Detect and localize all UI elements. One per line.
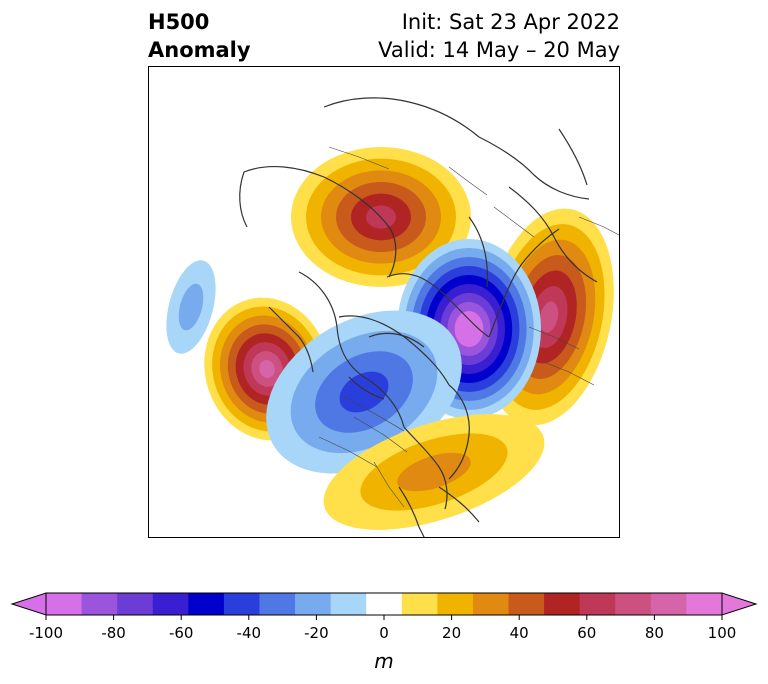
colorbar-cell: [366, 593, 403, 615]
west-pacific-ridge-contour: [259, 360, 275, 378]
title-right: Init: Sat 23 Apr 2022 Valid: 14 May – 20…: [378, 8, 620, 64]
colorbar-tick-label: -60: [169, 624, 194, 642]
north-pacific-trough: [166, 260, 216, 354]
colorbar-tick-label: 100: [708, 624, 737, 642]
colorbar-unit: m: [374, 649, 393, 673]
anomaly-fills: [166, 147, 614, 530]
colorbar-tick-label: -20: [304, 624, 329, 642]
title-variable: H500: [148, 10, 210, 34]
colorbar-tick-label: -80: [101, 624, 126, 642]
map-panel: [148, 66, 620, 538]
colorbar-tick-label: 80: [645, 624, 664, 642]
greenland-trough-contour: [461, 320, 477, 338]
colorbar-cell: [437, 593, 474, 615]
colorbar-cell: [330, 593, 367, 615]
init-date: Init: Sat 23 Apr 2022: [401, 10, 620, 34]
colorbar-extend-low: [10, 592, 47, 616]
colorbar-cell: [508, 593, 545, 615]
valid-range: Valid: 14 May – 20 May: [378, 38, 620, 62]
colorbar-tick-label: -100: [29, 624, 63, 642]
colorbar-cell: [81, 593, 118, 615]
borders: [318, 146, 619, 508]
colorbar-tick-label: 40: [510, 624, 529, 642]
colorbar-tick-label: 20: [442, 624, 461, 642]
canada-trough: [266, 310, 462, 474]
canada-trough-contour: [339, 371, 389, 413]
eastern-us-ridge: [323, 414, 545, 530]
colorbar-cell: [579, 593, 616, 615]
colorbar: -100 -80 -60 -40 -20 0 20 40 60 80 100 m: [0, 580, 768, 684]
colorbar-cell: [615, 593, 652, 615]
colorbar-ticks: -100 -80 -60 -40 -20 0 20 40 60 80 100: [29, 615, 736, 642]
colorbar-svg: -100 -80 -60 -40 -20 0 20 40 60 80 100 m: [10, 592, 758, 673]
colorbar-cell: [401, 593, 438, 615]
colorbar-cell: [223, 593, 260, 615]
coastlines: [239, 97, 598, 537]
colorbar-cell: [152, 593, 189, 615]
eastern-us-ridge-contour: [397, 452, 471, 492]
anomaly-map: [166, 97, 619, 537]
colorbar-extend-high: [721, 592, 758, 616]
title-field: Anomaly: [148, 38, 251, 62]
colorbar-tick-label: -40: [237, 624, 262, 642]
colorbar-cell: [117, 593, 154, 615]
colorbar-cell: [188, 593, 225, 615]
colorbar-cells: [10, 592, 758, 616]
colorbar-cell: [686, 593, 723, 615]
colorbar-tick-label: 0: [379, 624, 389, 642]
colorbar-cell: [259, 593, 296, 615]
scandinavia-ridge-contour: [539, 301, 559, 333]
colorbar-tick-label: 60: [577, 624, 596, 642]
colorbar-cell: [650, 593, 687, 615]
north-pacific-trough-contour: [178, 283, 204, 331]
colorbar-cell: [295, 593, 332, 615]
colorbar-cell: [46, 593, 83, 615]
colorbar-cell: [544, 593, 581, 615]
colorbar-cell: [472, 593, 510, 615]
title-left: H500 Anomaly: [148, 8, 251, 64]
